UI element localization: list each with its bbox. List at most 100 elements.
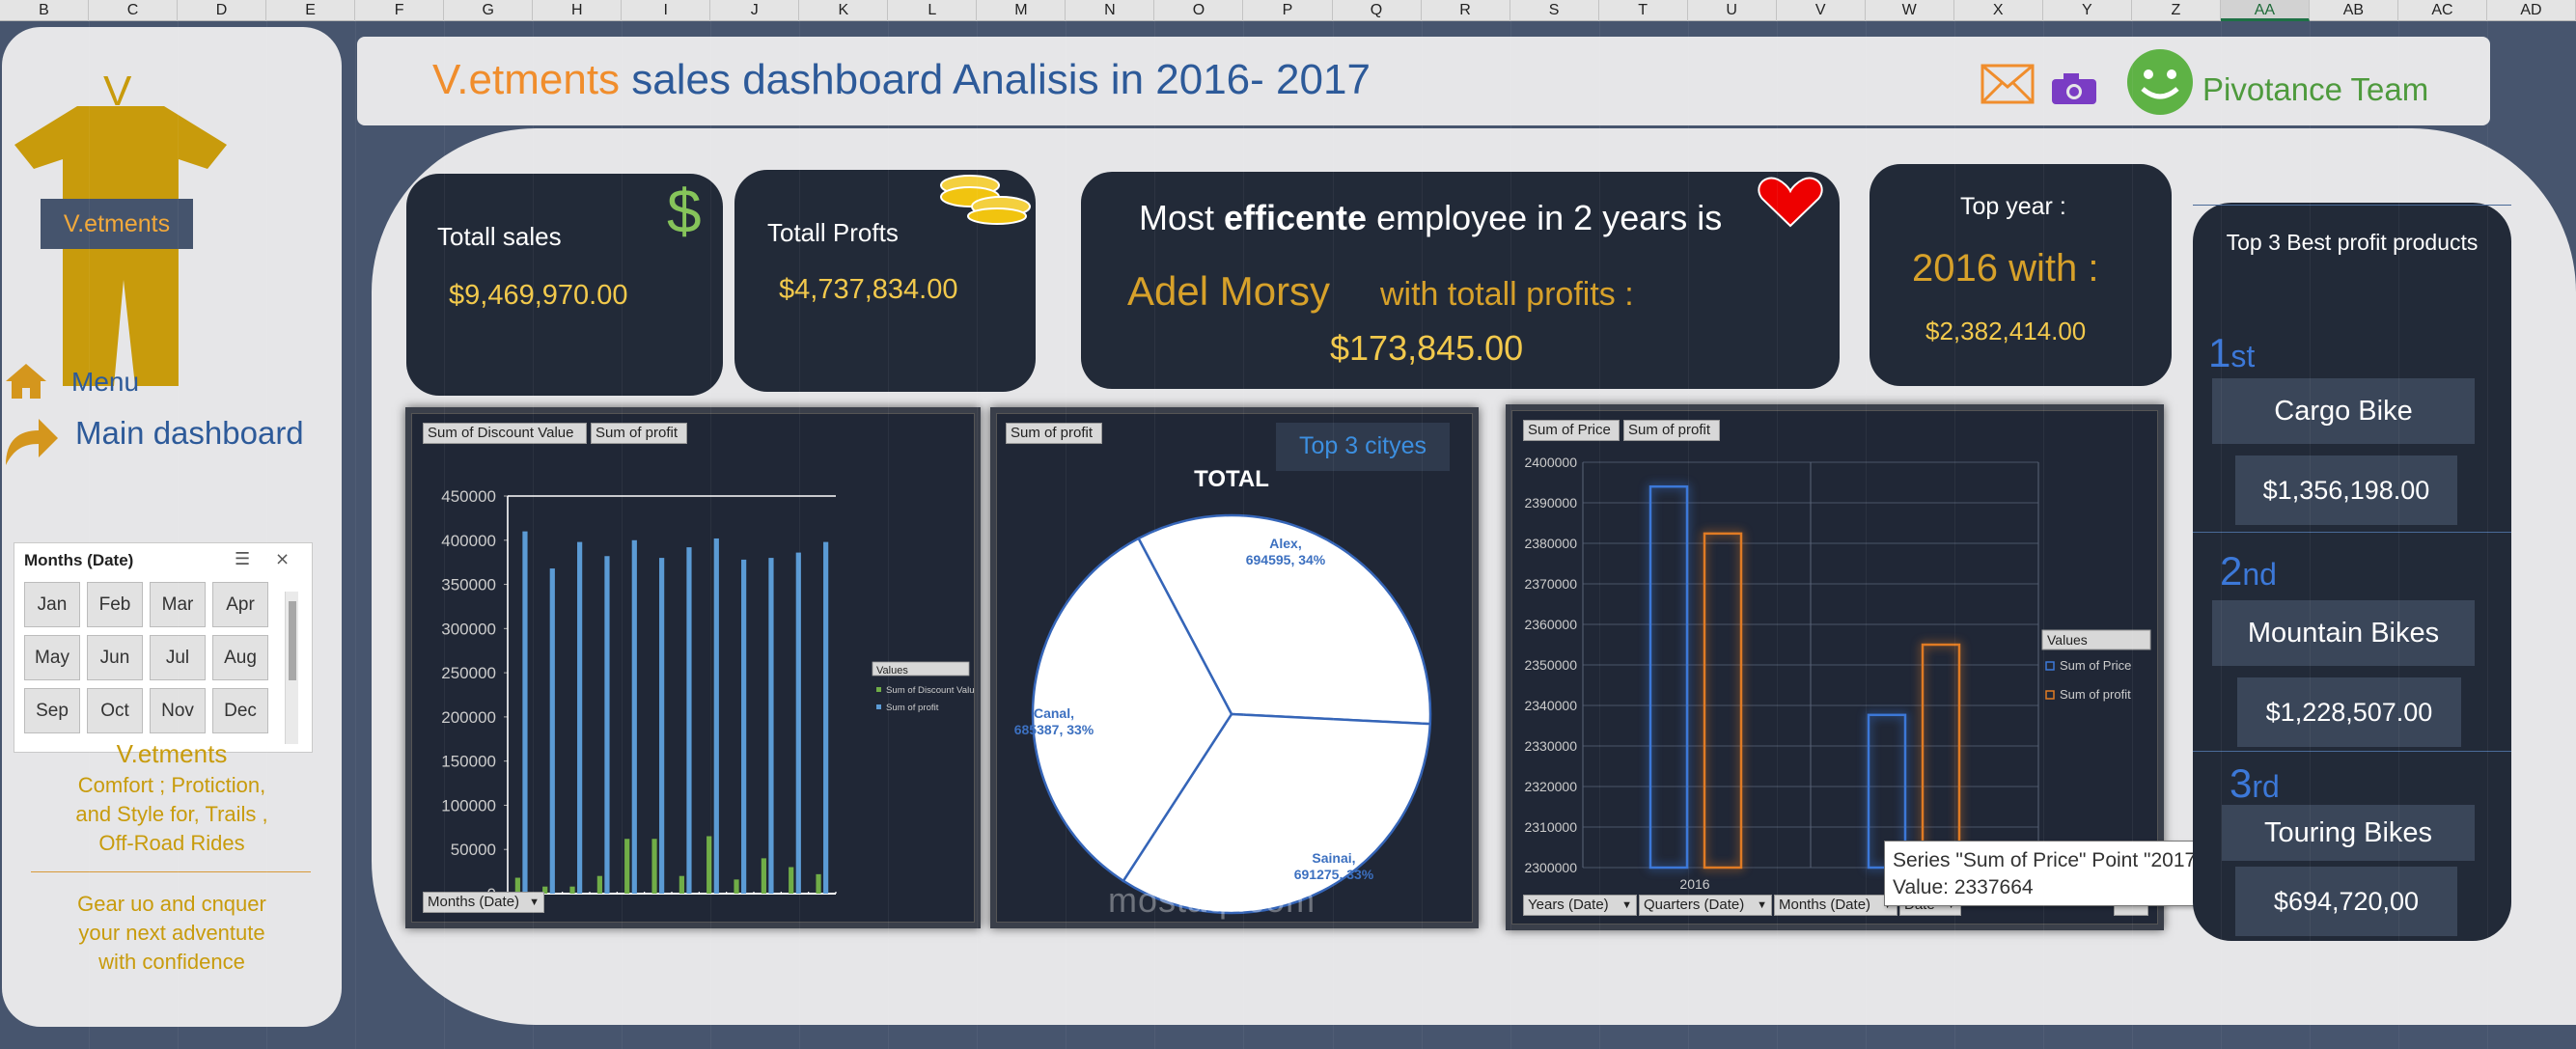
slicer-month-dec[interactable]: Dec: [212, 688, 268, 733]
column-header-x[interactable]: X: [1954, 0, 2043, 21]
column-header-bar: B C D E F G H I J K L M N O P Q R S T U V W X Y Z AA AB AC AD: [0, 0, 2576, 21]
slicer-title: Months (Date): [24, 551, 134, 569]
column-header-aa[interactable]: AA: [2220, 0, 2310, 21]
column-header-f[interactable]: F: [355, 0, 445, 21]
slicer-month-may[interactable]: May: [24, 635, 80, 680]
menu-link[interactable]: Menu: [71, 367, 140, 397]
employee-profit-label: with totall profits :: [1380, 276, 1634, 313]
column-header-e[interactable]: E: [266, 0, 356, 21]
bar-profit-mar: [577, 541, 583, 894]
axis-button-months[interactable]: Months (Date) ▼: [423, 892, 544, 913]
y-tick-label: 2310000: [1524, 819, 1577, 835]
slicer-month-sep[interactable]: Sep: [24, 688, 80, 733]
product-2-name: Mountain Bikes: [2212, 600, 2475, 666]
column-header-i[interactable]: I: [622, 0, 711, 21]
column-header-w[interactable]: W: [1866, 0, 1954, 21]
y-tick-label: 150000: [441, 753, 496, 771]
monthly-bar-chart[interactable]: Sum of Discount Value Sum of profit 4500…: [405, 407, 981, 928]
y-tick-label: 2350000: [1524, 657, 1577, 673]
column-header-z[interactable]: Z: [2132, 0, 2221, 21]
arrow-forward-icon[interactable]: [2, 411, 60, 467]
legend-swatch: [876, 704, 881, 709]
column-header-ac[interactable]: AC: [2398, 0, 2487, 21]
column-header-h[interactable]: H: [533, 0, 623, 21]
pie-label-name: Sainai,: [1312, 850, 1355, 866]
slicer-month-jul[interactable]: Jul: [150, 635, 206, 680]
chart1-group: 450000 400000 350000 300000 250000 200000 1500…: [441, 487, 975, 903]
home-icon[interactable]: [4, 360, 48, 400]
slicer-month-feb[interactable]: Feb: [87, 582, 143, 627]
column-header-y[interactable]: Y: [2043, 0, 2132, 21]
y-tick-label: 400000: [441, 532, 496, 550]
clear-filter-icon[interactable]: ⨯: [275, 549, 291, 568]
slicer-month-oct[interactable]: Oct: [87, 688, 143, 733]
multi-select-icon[interactable]: ☰: [235, 549, 251, 568]
title-brand: V.etments: [432, 56, 621, 103]
slogan-line-3: with confidence: [98, 950, 245, 974]
column-header-u[interactable]: U: [1688, 0, 1777, 21]
bar-profit-jul: [686, 547, 692, 894]
main-dashboard-link[interactable]: Main dashboard: [75, 415, 304, 451]
total-profits-card: Totall Profts $4,737,834.00: [734, 170, 1036, 392]
rank-2: 2nd: [2220, 548, 2277, 594]
bar-discount-jun: [651, 839, 657, 894]
camera-icon[interactable]: [2050, 71, 2098, 106]
column-header-d[interactable]: D: [178, 0, 267, 21]
column-header-k[interactable]: K: [799, 0, 889, 21]
employee-prefix: Most: [1139, 198, 1225, 237]
column-header-r[interactable]: R: [1422, 0, 1510, 21]
field-button-profit[interactable]: Sum of profit: [591, 423, 687, 444]
axis-button-months-yearly[interactable]: Months (Date)▼: [1774, 895, 1897, 916]
column-header-j[interactable]: J: [710, 0, 800, 21]
bar-profit-apr: [604, 556, 610, 894]
column-header-b[interactable]: B: [0, 0, 90, 21]
column-header-o[interactable]: O: [1154, 0, 1244, 21]
coins-icon: [940, 175, 1031, 225]
column-header-t[interactable]: T: [1599, 0, 1688, 21]
bar-discount-aug: [706, 836, 712, 894]
slicer-month-apr[interactable]: Apr: [212, 582, 268, 627]
slicer-month-nov[interactable]: Nov: [150, 688, 206, 733]
column-header-q[interactable]: Q: [1333, 0, 1422, 21]
legend-label: Sum of profit: [886, 703, 939, 713]
rank-3-suffix: rd: [2252, 769, 2280, 804]
column-header-n[interactable]: N: [1066, 0, 1155, 21]
column-header-p[interactable]: P: [1243, 0, 1333, 21]
column-header-ad[interactable]: AD: [2487, 0, 2576, 21]
y-tick-label: 200000: [441, 708, 496, 727]
top-products-title: Top 3 Best profit products: [2226, 230, 2479, 255]
slicer-month-jun[interactable]: Jun: [87, 635, 143, 680]
column-header-s[interactable]: S: [1510, 0, 1599, 21]
slicer-scrollbar[interactable]: [285, 592, 298, 744]
slicer-month-mar[interactable]: Mar: [150, 582, 206, 627]
field-button-profit-yearly[interactable]: Sum of profit: [1623, 420, 1720, 441]
pie-label-value: 691275, 33%: [1294, 867, 1374, 882]
cities-pie-chart[interactable]: Sum of profit Top 3 cityes TOTAL Alex, 694…: [990, 407, 1479, 928]
tagline-line-2: and Style for, Trails ,: [75, 802, 268, 826]
bar-profit-may: [631, 539, 637, 894]
rank-2-suffix: nd: [2242, 557, 2277, 592]
tagline-line-1: Comfort ; Protiction,: [77, 773, 266, 797]
column-header-l[interactable]: L: [888, 0, 978, 21]
bar-discount-may: [624, 839, 630, 894]
column-header-g[interactable]: G: [444, 0, 534, 21]
column-header-m[interactable]: M: [977, 0, 1066, 21]
axis-button-quarters[interactable]: Quarters (Date) ▼: [1639, 895, 1772, 916]
column-header-v[interactable]: V: [1777, 0, 1866, 21]
field-button-discount[interactable]: Sum of Discount Value: [423, 423, 587, 444]
field-button-price[interactable]: Sum of Price: [1523, 420, 1620, 441]
rank-3: 3rd: [2230, 760, 2280, 807]
slicer-month-aug[interactable]: Aug: [212, 635, 268, 680]
slicer-month-jan[interactable]: Jan: [24, 582, 80, 627]
bar-profit-feb: [549, 568, 555, 894]
column-header-ab[interactable]: AB: [2310, 0, 2398, 21]
mail-icon[interactable]: [1980, 64, 2035, 104]
field-button-profit-pie[interactable]: Sum of profit: [1006, 423, 1102, 444]
product-divider-2: [2193, 751, 2511, 752]
dashboard-title: V.etments sales dashboard Analisis in 20…: [432, 56, 1371, 104]
employee-bold: efficente: [1224, 198, 1368, 237]
bar-discount-oct: [761, 858, 766, 894]
axis-button-years[interactable]: Years (Date) ▼: [1523, 895, 1637, 916]
product-2-value: $1,228,507.00: [2237, 677, 2461, 747]
column-header-c[interactable]: C: [89, 0, 179, 21]
